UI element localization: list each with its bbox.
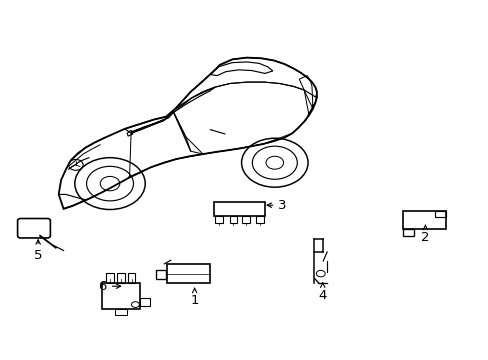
Text: 6: 6 — [98, 280, 121, 293]
Text: 5: 5 — [34, 240, 42, 262]
Text: 3: 3 — [266, 199, 286, 212]
Text: 2: 2 — [420, 225, 429, 244]
Text: 1: 1 — [190, 288, 199, 307]
Text: 4: 4 — [318, 283, 326, 302]
